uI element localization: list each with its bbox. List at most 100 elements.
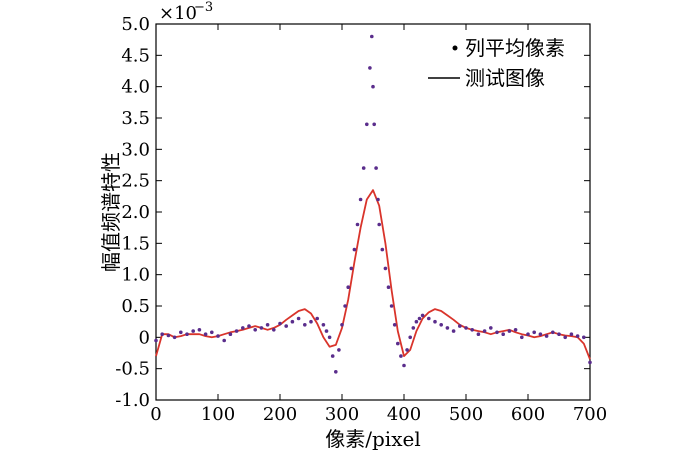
series-layer (154, 34, 592, 374)
y-tick-label: 1.5 (121, 233, 150, 254)
x-tick-label: 600 (511, 404, 545, 425)
scatter-point (411, 326, 416, 330)
x-ticks: 0 100 200 300 400 500 600 700 (150, 24, 607, 425)
scatter-point (588, 360, 592, 365)
scatter-point (340, 323, 344, 327)
scatter-point (334, 370, 338, 374)
scatter-point (383, 266, 388, 271)
scatter-point (405, 348, 409, 352)
scatter-point (532, 330, 536, 335)
scatter-point (402, 363, 406, 368)
scatter-point (396, 341, 400, 346)
scatter-point (464, 326, 468, 330)
scatter-point (349, 266, 354, 271)
legend: 列平均像素 测试图像 (428, 36, 565, 90)
y-exponent-label: ×10 (159, 3, 197, 24)
y-tick-label: 1.0 (121, 265, 150, 286)
scatter-point (210, 330, 214, 335)
scatter-point (185, 332, 189, 337)
scatter-point (371, 84, 375, 89)
y-ticks: -1.0 -0.5 0 0.5 1.0 1.5 2.0 2.5 3.0 3.5 4.0 4.5 5.0 (115, 14, 590, 411)
scatter-point (433, 319, 437, 324)
series-line-test-image (155, 189, 591, 360)
scatter-point (321, 323, 326, 327)
scatter-point (458, 324, 462, 328)
scatter-point (392, 323, 397, 327)
scatter-point (408, 335, 413, 340)
scatter-point (265, 323, 270, 327)
x-tick-label: 0 (150, 404, 161, 425)
scatter-point (563, 335, 567, 340)
scatter-point (343, 304, 347, 308)
scatter-point (557, 332, 561, 337)
scatter-point (489, 326, 493, 330)
scatter-point (470, 328, 475, 332)
scatter-point (284, 324, 289, 328)
x-tick-label: 700 (573, 404, 607, 425)
scatter-point (154, 338, 158, 343)
scatter-point (228, 332, 233, 337)
y-tick-label: 0.5 (121, 296, 150, 317)
scatter-point (296, 316, 301, 321)
scatter-point (507, 329, 512, 333)
scatter-point (179, 330, 183, 335)
scatter-point (324, 329, 329, 333)
scatter-point (526, 332, 530, 337)
scatter-point (544, 334, 549, 338)
y-tick-label: 5.0 (121, 14, 150, 35)
scatter-point (166, 333, 171, 338)
y-tick-label: 4.5 (121, 45, 150, 66)
scatter-point (451, 329, 456, 333)
legend-label-line: 测试图像 (465, 66, 545, 90)
y-tick-label: 0 (139, 327, 150, 348)
scatter-point (417, 316, 422, 321)
scatter-point (513, 328, 518, 332)
scatter-point (278, 321, 282, 326)
scatter-point (420, 313, 425, 318)
scatter-point (197, 328, 202, 332)
scatter-point (495, 330, 499, 335)
y-axis-title: 幅值频谱特性 (99, 152, 123, 272)
scatter-point (352, 247, 357, 252)
y-tick-label: 3.5 (121, 108, 150, 129)
scatter-point (368, 66, 372, 70)
scatter-point (234, 329, 239, 333)
scatter-point (259, 326, 264, 330)
scatter-point (191, 329, 195, 333)
scatter-point (482, 329, 487, 333)
x-tick-label: 400 (387, 404, 421, 425)
scatter-point (315, 316, 320, 321)
legend-label-scatter: 列平均像素 (465, 36, 565, 60)
scatter-point (551, 330, 555, 335)
scatter-point (216, 334, 220, 338)
scatter-point (476, 332, 481, 337)
x-axis-title: 像素/pixel (325, 427, 420, 451)
scatter-point (222, 338, 226, 343)
scatter-point (272, 328, 276, 332)
scatter-point (327, 335, 332, 340)
scatter-point (427, 316, 431, 321)
y-exponent-power: −3 (194, 0, 213, 15)
scatter-point (160, 332, 164, 337)
scatter-point (346, 285, 351, 290)
x-tick-label: 200 (263, 404, 297, 425)
y-tick-label: 2.5 (121, 171, 150, 192)
scatter-point (241, 326, 245, 330)
scatter-point (337, 348, 341, 352)
scatter-point (303, 323, 307, 327)
scatter-point (290, 319, 295, 324)
scatter-point (372, 122, 377, 127)
scatter-point (358, 197, 363, 202)
scatter-point (582, 335, 586, 340)
scatter-point (501, 332, 506, 337)
scatter-point (377, 222, 382, 227)
scatter-point (575, 334, 580, 338)
scatter-point (386, 285, 391, 290)
y-tick-label: -0.5 (115, 359, 150, 380)
scatter-point (370, 34, 374, 39)
scatter-point (414, 319, 419, 324)
scatter-point (355, 222, 360, 227)
y-tick-label: 3.0 (121, 139, 150, 160)
scatter-point (445, 326, 450, 330)
scatter-point (399, 354, 403, 358)
